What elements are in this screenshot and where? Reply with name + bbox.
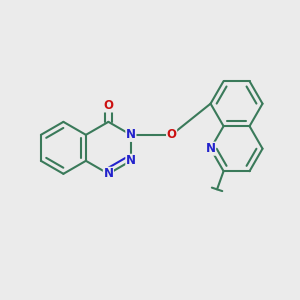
Text: O: O — [167, 128, 177, 141]
Text: N: N — [206, 142, 216, 155]
Text: O: O — [103, 99, 113, 112]
Text: N: N — [126, 154, 136, 167]
Text: N: N — [126, 128, 136, 141]
Text: N: N — [103, 167, 113, 180]
